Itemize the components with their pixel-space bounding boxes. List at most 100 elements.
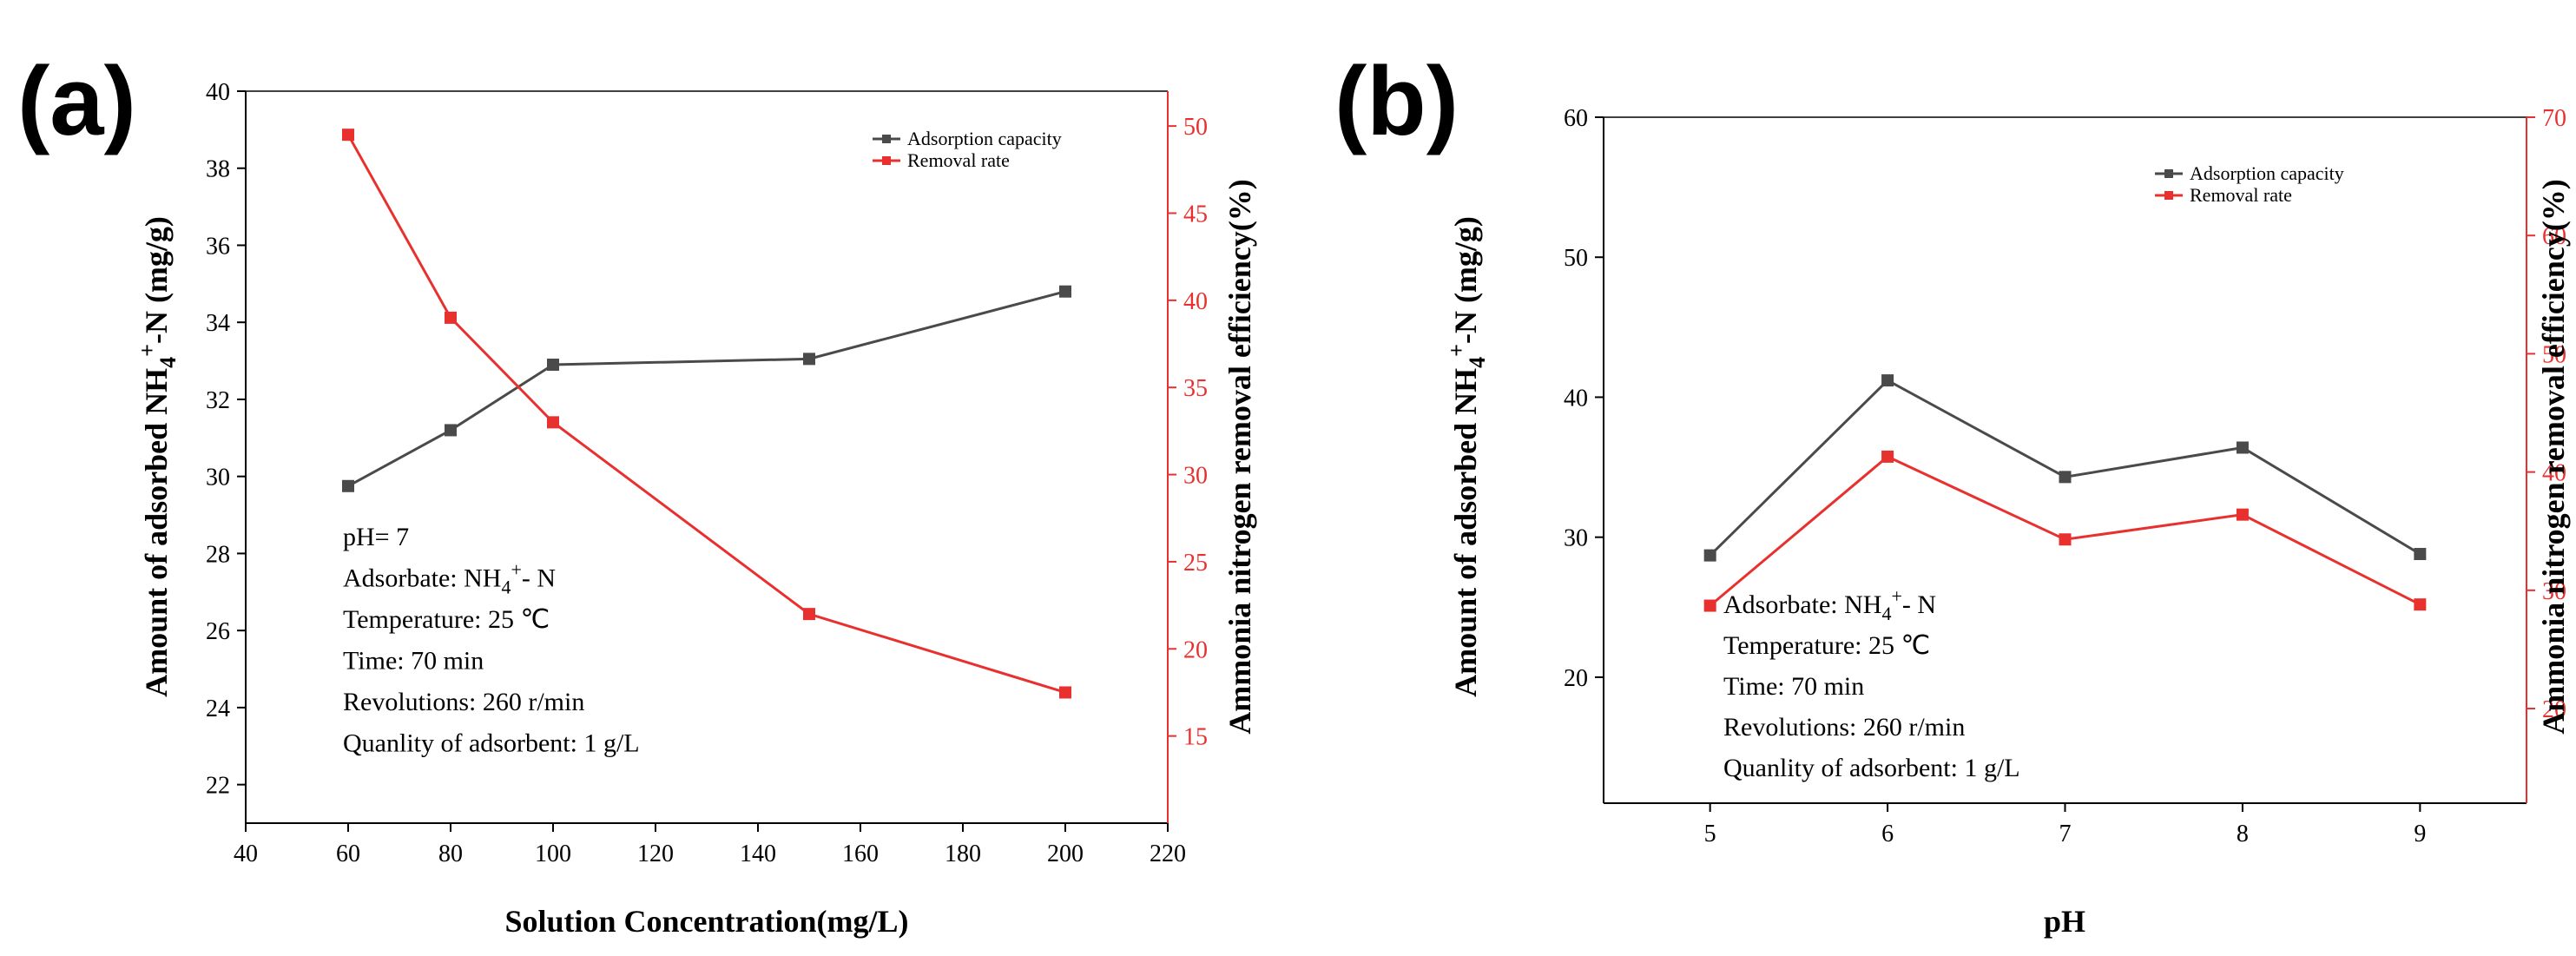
legend-label: Adsorption capacity xyxy=(907,128,1062,149)
annotation-end: - N xyxy=(1902,590,1936,619)
annotation-main: Quanlity of adsorbent: 1 g/L xyxy=(1723,754,2020,782)
data-point-removal-rate xyxy=(2236,508,2249,521)
y-tick-label: 60 xyxy=(1564,105,1588,132)
y-tick-label: 26 xyxy=(206,618,230,645)
y-axis-title-sup: + xyxy=(135,344,160,357)
y-axis-title: Amount of adsorbed NH4+-N (mg/g) xyxy=(1444,216,1490,697)
x-tick-label: 8 xyxy=(2237,821,2249,847)
annotation-text: Adsorbate: NH4+- N xyxy=(343,559,556,598)
y-tick-label: 32 xyxy=(206,387,230,414)
legend-marker xyxy=(2164,191,2173,200)
annotation-main: Time: 70 min xyxy=(1723,672,1864,701)
y-tick-label: 22 xyxy=(206,773,230,800)
x-tick-label: 120 xyxy=(637,841,674,867)
y2-tick-label: 30 xyxy=(2542,578,2566,605)
y2-tick-label: 45 xyxy=(1183,201,1208,228)
y2-tick-label: 25 xyxy=(1183,550,1208,577)
data-point-adsorption-capacity xyxy=(2414,548,2427,561)
y2-tick-label: 30 xyxy=(1183,463,1208,490)
data-point-removal-rate xyxy=(342,129,354,142)
y-tick-label: 30 xyxy=(1564,525,1588,552)
y-tick-label: 28 xyxy=(206,541,230,568)
y2-tick-label: 40 xyxy=(2542,460,2566,487)
y-axis-title-main: Amount of adsorbed NH xyxy=(139,368,174,697)
series-line-adsorption-capacity xyxy=(1709,379,2421,557)
data-point-adsorption-capacity xyxy=(2059,471,2072,484)
data-point-removal-rate xyxy=(1703,599,1716,612)
x-tick-label: 160 xyxy=(842,841,879,867)
annotation-end: - N xyxy=(522,564,556,593)
annotation-sub: 4 xyxy=(501,577,511,598)
annotation-text: Revolutions: 260 r/min xyxy=(1723,713,1965,742)
annotation-main: Temperature: 25 ℃ xyxy=(1723,631,1930,660)
annotation-text: Temperature: 25 ℃ xyxy=(343,605,550,634)
y-tick-label: 40 xyxy=(1564,385,1588,412)
y2-tick-label: 20 xyxy=(2542,696,2566,723)
data-point-removal-rate xyxy=(1881,450,1894,463)
annotation-text: Quanlity of adsorbent: 1 g/L xyxy=(343,729,640,758)
data-point-adsorption-capacity xyxy=(445,424,457,437)
panel-b: (b) 5 6 7 8 9 20 30 40 50 60 20 30 40 50 60 70 pH Amount o… xyxy=(1334,47,2571,939)
legend-marker xyxy=(882,135,891,143)
y2-tick-label: 50 xyxy=(1183,114,1208,141)
y-tick-label: 20 xyxy=(1564,665,1588,692)
panel-a: (a) 40 60 80 100 120 140 160 180 200 220 22 24 26 28 30… xyxy=(17,47,1257,939)
legend-marker xyxy=(882,156,891,165)
annotation-text: Time: 70 min xyxy=(1723,672,1864,701)
x-tick-label: 80 xyxy=(438,841,463,867)
x-axis-title: Solution Concentration(mg/L) xyxy=(504,904,908,939)
y2-tick-label: 15 xyxy=(1183,724,1208,751)
annotation-main: Time: 70 min xyxy=(343,647,484,676)
x-axis-title: pH xyxy=(2044,904,2085,939)
annotation-text: Temperature: 25 ℃ xyxy=(1723,631,1930,660)
annotation-main: Temperature: 25 ℃ xyxy=(343,605,550,634)
y-axis-title: Amount of adsorbed NH4+-N (mg/g) xyxy=(135,216,181,697)
y-tick-label: 38 xyxy=(206,156,230,183)
data-point-adsorption-capacity xyxy=(2236,441,2249,454)
x-tick-label: 200 xyxy=(1047,841,1084,867)
legend-label: Adsorption capacity xyxy=(2190,162,2344,184)
x-tick-label: 220 xyxy=(1150,841,1186,867)
y-tick-label: 24 xyxy=(206,696,230,722)
data-point-removal-rate xyxy=(803,608,815,621)
data-point-adsorption-capacity xyxy=(1881,374,1894,387)
annotation-text: pH= 7 xyxy=(343,523,409,551)
y-axis-title-end: -N (mg/g) xyxy=(1448,216,1483,344)
y2-tick-label: 20 xyxy=(1183,636,1208,663)
annotation-main: Revolutions: 260 r/min xyxy=(343,688,584,716)
data-point-removal-rate xyxy=(2414,598,2427,611)
x-tick-label: 7 xyxy=(2059,821,2072,847)
y-axis-title-sub: 4 xyxy=(155,357,181,368)
annotation-main: Quanlity of adsorbent: 1 g/L xyxy=(343,729,640,758)
x-tick-label: 100 xyxy=(535,841,571,867)
y-tick-label: 50 xyxy=(1564,245,1588,272)
y2-tick-label: 70 xyxy=(2542,105,2566,132)
y-tick-label: 34 xyxy=(206,310,230,337)
annotation-main: Adsorbate: NH xyxy=(343,564,501,593)
x-tick-label: 6 xyxy=(1881,821,1894,847)
x-tick-label: 60 xyxy=(336,841,360,867)
y2-axis-title: Ammonia nitrogen removal efficiency(%) xyxy=(2536,179,2571,735)
data-point-removal-rate xyxy=(445,311,457,324)
y2-tick-label: 60 xyxy=(2542,223,2566,250)
y-axis-title-main: Amount of adsorbed NH xyxy=(1448,368,1483,697)
y2-tick-label: 35 xyxy=(1183,375,1208,402)
legend-label: Removal rate xyxy=(2190,184,2292,206)
annotation-main: Adsorbate: NH xyxy=(1723,590,1881,619)
data-point-adsorption-capacity xyxy=(1059,285,1071,298)
annotation-text: Revolutions: 260 r/min xyxy=(343,688,584,716)
annotation-main: Revolutions: 260 r/min xyxy=(1723,713,1965,742)
y-tick-label: 40 xyxy=(206,79,230,106)
annotation-text: Time: 70 min xyxy=(343,647,484,676)
x-tick-label: 140 xyxy=(740,841,776,867)
y-axis-title-sub: 4 xyxy=(1465,357,1490,368)
y2-tick-label: 50 xyxy=(2542,341,2566,368)
data-point-removal-rate xyxy=(2059,533,2072,546)
data-point-removal-rate xyxy=(547,416,559,429)
annotation-main: pH= 7 xyxy=(343,523,409,551)
x-tick-label: 40 xyxy=(234,841,258,867)
y2-tick-label: 40 xyxy=(1183,288,1208,315)
x-tick-label: 9 xyxy=(2414,821,2426,847)
data-point-adsorption-capacity xyxy=(803,353,815,366)
data-point-adsorption-capacity xyxy=(342,479,354,492)
